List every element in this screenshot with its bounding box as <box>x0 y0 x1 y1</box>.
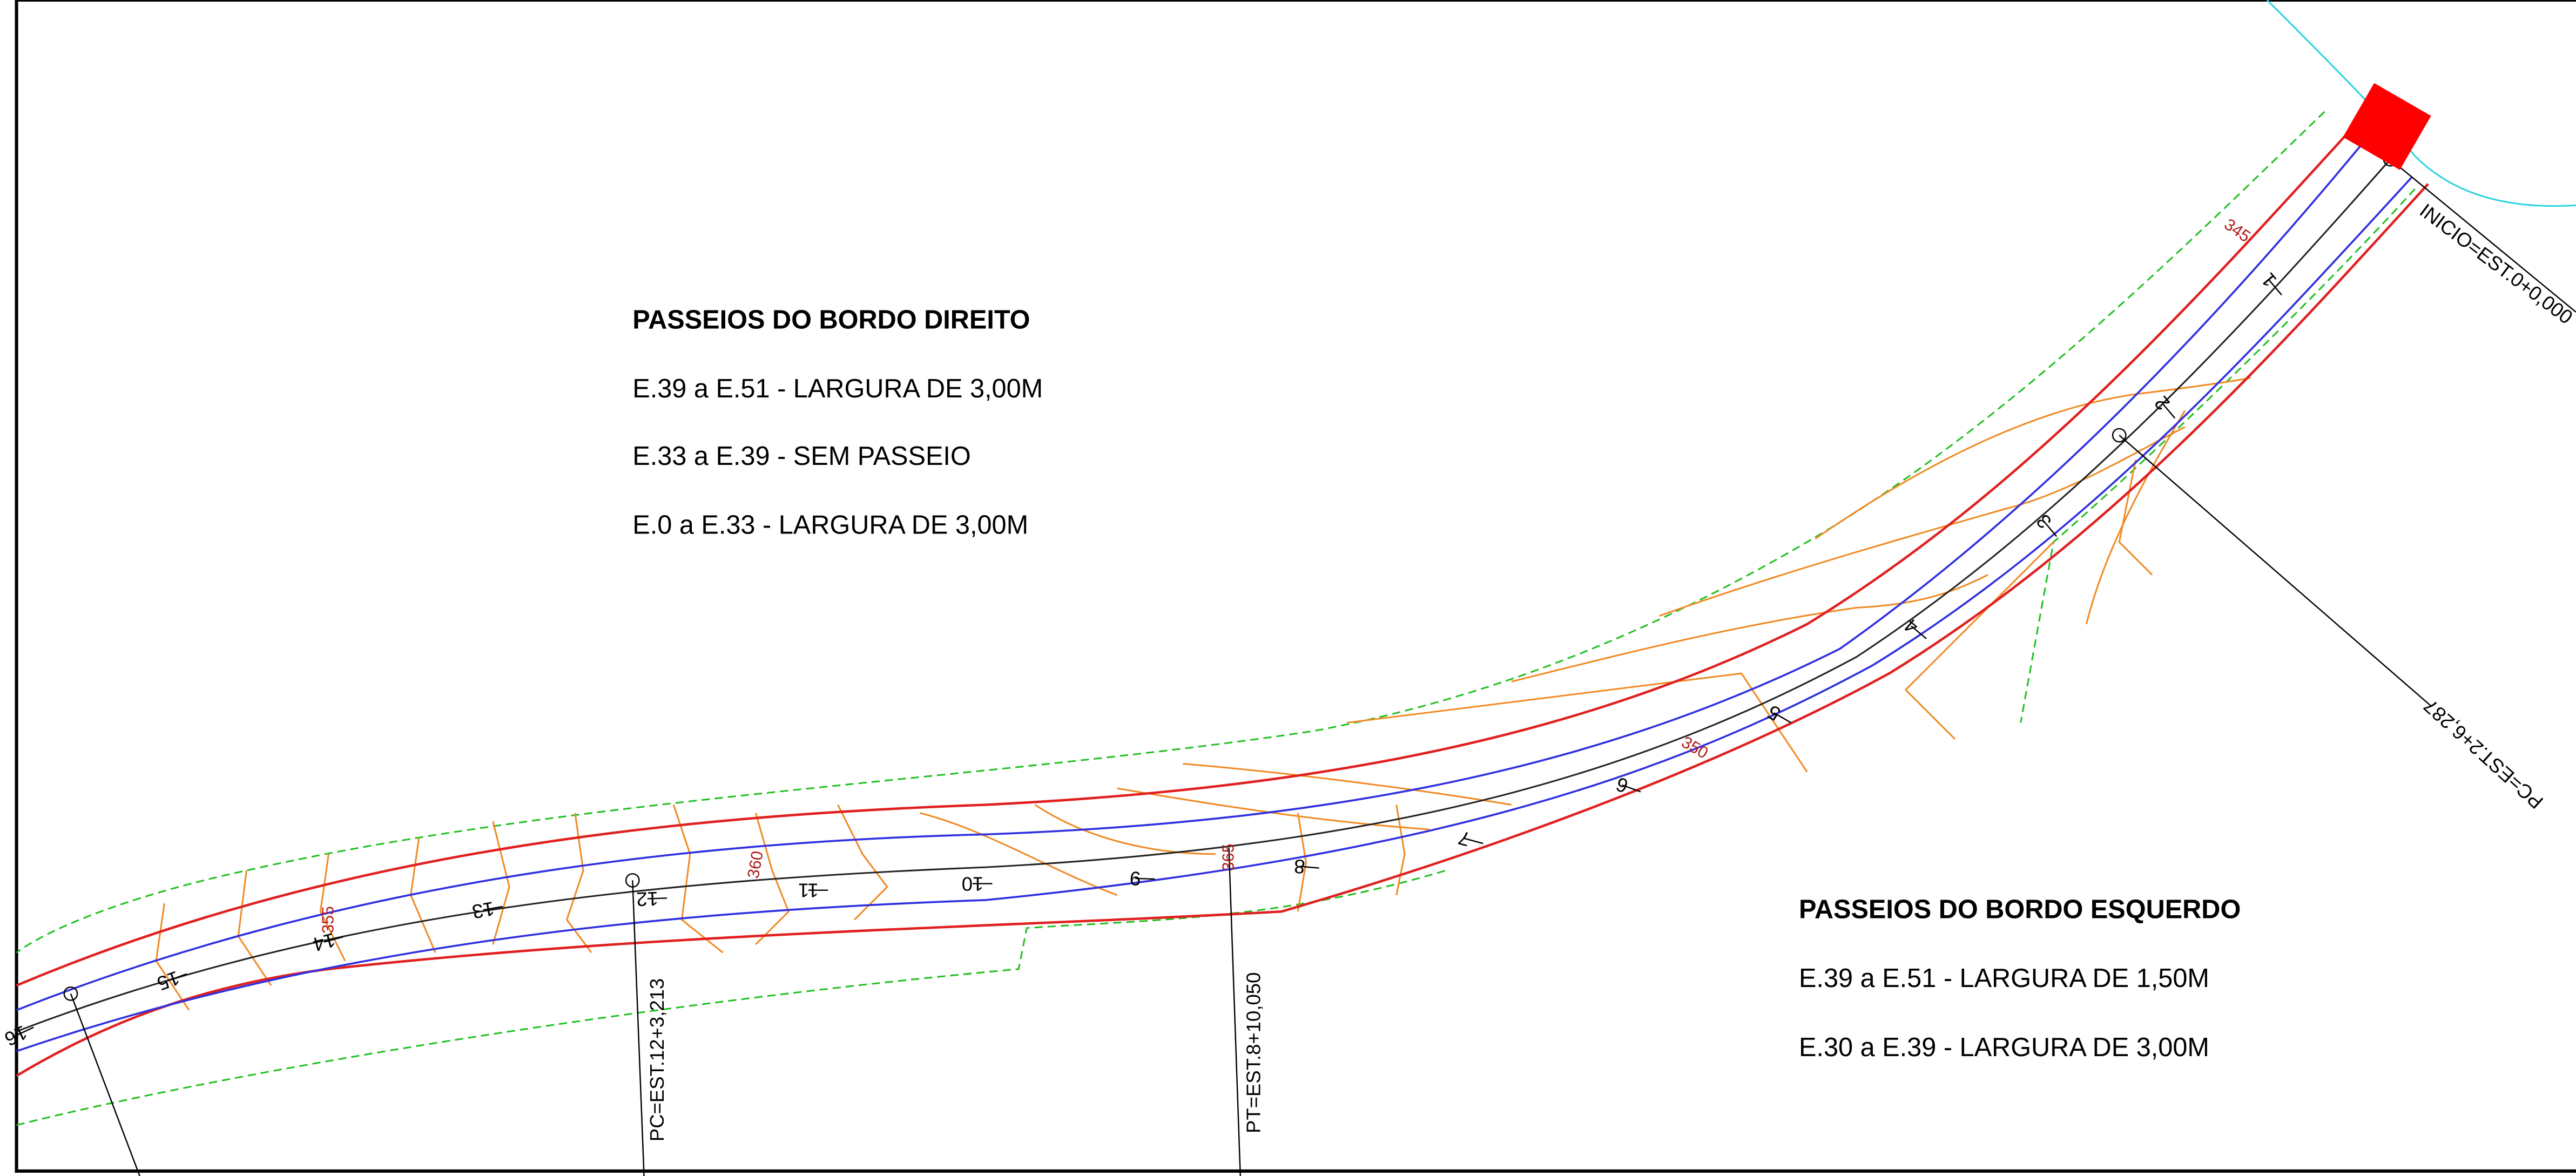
start-marker <box>2343 83 2431 170</box>
station-label: 3 <box>2032 510 2055 533</box>
road-edges <box>16 130 2429 1077</box>
station-tick <box>1299 866 1319 869</box>
station-tick <box>1911 625 1927 639</box>
station-tick <box>1464 837 1483 844</box>
station-tick <box>2043 521 2058 537</box>
contour-label: 360 <box>744 849 767 880</box>
note-line: E.30 a E.39 - LARGURA DE 3,00M <box>1799 1033 2209 1062</box>
station-tick <box>2268 279 2282 296</box>
station-label: 15 <box>154 967 183 995</box>
station-label: 5 <box>1764 701 1784 726</box>
station-label: 8 <box>1293 855 1306 878</box>
station-label: 9 <box>1129 867 1141 890</box>
frame <box>15 0 2576 1173</box>
station-tick <box>2161 402 2176 419</box>
station-label: 16 <box>1 1021 30 1050</box>
station-tick <box>1135 877 1155 880</box>
callout-label: PT=EST.8+10,050 <box>1242 972 1264 1133</box>
station-tick <box>15 1026 34 1037</box>
station-tick <box>323 936 343 943</box>
callout-label: PC=EST.12+3,213 <box>646 978 668 1141</box>
station-label: 1 <box>2257 269 2281 292</box>
contour-label: 355 <box>319 906 338 934</box>
contour-label: 365 <box>1219 844 1238 871</box>
note-line: E.0 a E.33 - LARGURA DE 3,00M <box>632 511 1028 540</box>
station-label: 14 <box>311 929 338 956</box>
station-tick <box>168 973 187 982</box>
station-label: 13 <box>470 897 496 923</box>
station-tick <box>1773 712 1792 724</box>
lane-lines <box>16 139 2413 1052</box>
boundary-line <box>2266 0 2576 207</box>
note-title: PASSEIOS DO BORDO DIREITO <box>632 305 1030 334</box>
station-tick <box>1622 784 1641 793</box>
green-lines <box>16 111 2416 1126</box>
callout-lines <box>63 152 2576 1176</box>
station-label: 12 <box>636 888 659 910</box>
station-label: 10 <box>962 873 984 895</box>
note-line: E.39 a E.51 - LARGURA DE 3,00M <box>632 374 1043 403</box>
note-line: E.33 a E.39 - SEM PASSEIO <box>632 442 971 471</box>
station-label: 11 <box>798 880 819 902</box>
callout-label: PC=EST.2+6,287 <box>2419 695 2547 813</box>
note-line: E.39 a E.51 - LARGURA DE 1,50M <box>1799 964 2209 993</box>
callout-label: INICIO=EST.0+0,000 <box>2416 199 2576 328</box>
note-title: PASSEIOS DO BORDO ESQUERDO <box>1799 895 2241 924</box>
centerline <box>16 159 2391 1032</box>
station-tick <box>483 905 503 911</box>
station-label: 7 <box>1456 827 1472 851</box>
